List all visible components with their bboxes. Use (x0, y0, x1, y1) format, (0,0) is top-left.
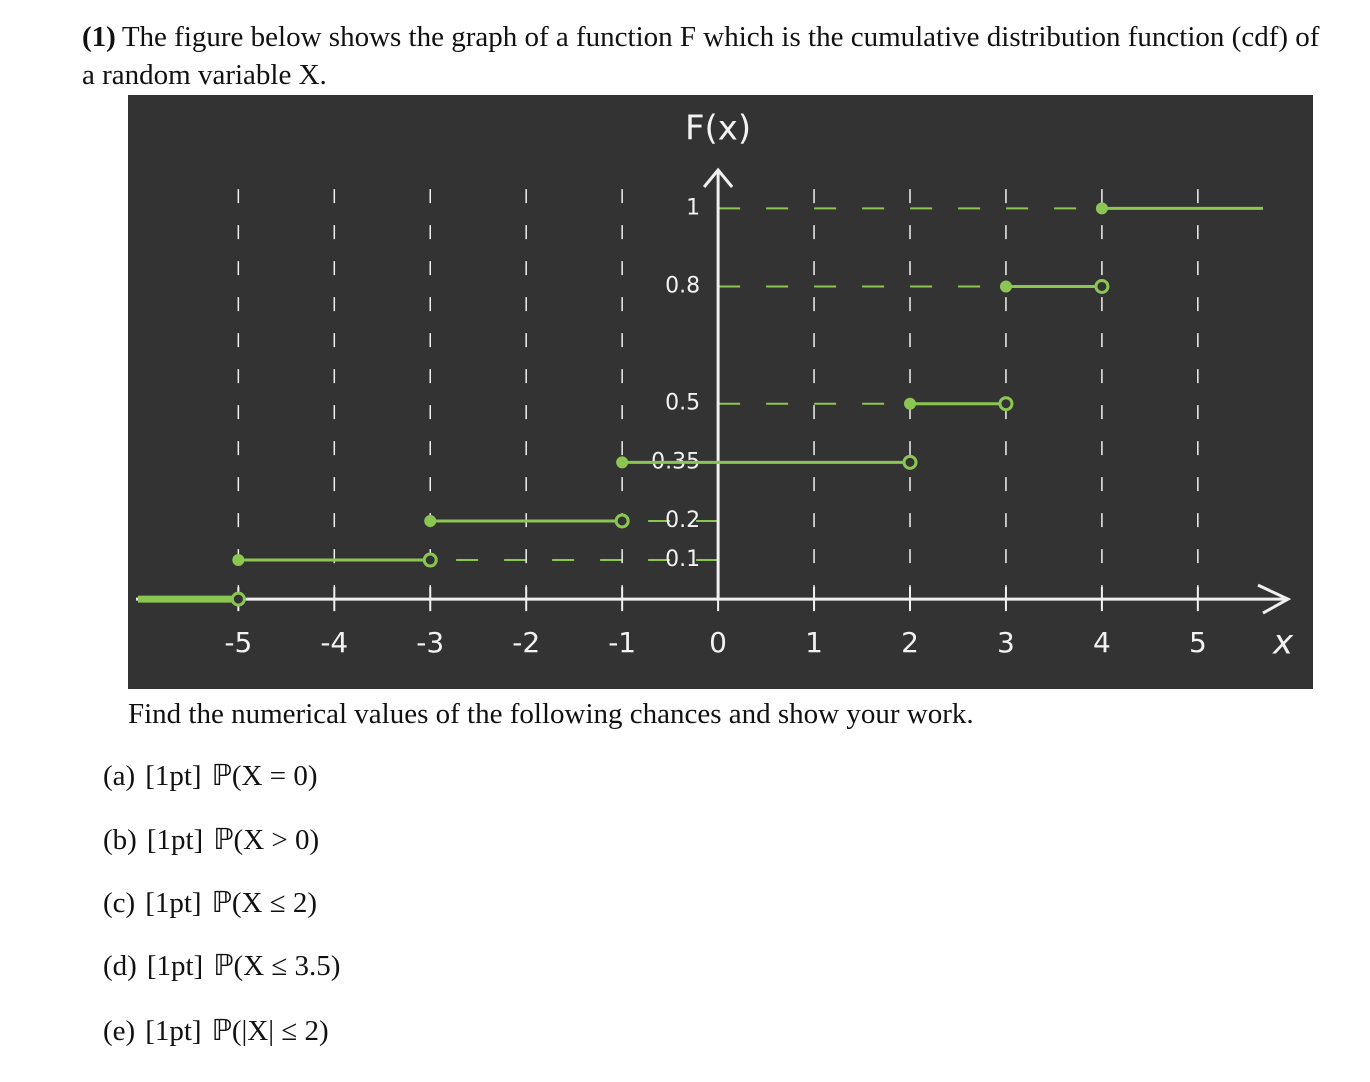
y-axis-label: F(x) (685, 109, 751, 149)
question-label: (e) (103, 1015, 136, 1047)
question-points: [1pt] (145, 760, 202, 792)
y-axis-arrow (702, 167, 734, 188)
question-label: (b) (103, 824, 137, 856)
question-expr: ℙ(|X| ≤ 2) (211, 1015, 329, 1047)
x-tick-label: 0 (709, 626, 727, 659)
question-expr: ℙ(X ≤ 3.5) (213, 950, 341, 982)
open-dot (1094, 278, 1110, 294)
x-tick-label: 1 (805, 626, 823, 659)
question-label: (c) (103, 887, 136, 919)
y-tick-label: 1 (686, 195, 700, 220)
cdf-chart: F(x)x-5 -4 -3 -2 -1 0 1 2 3 4 50.10.20.350.50.81 (128, 95, 1313, 689)
question-points: [1pt] (146, 824, 204, 856)
problem: (1) The figure below shows the graph of a… (82, 18, 1322, 94)
closed-dot (232, 554, 245, 567)
open-dot (230, 591, 246, 607)
x-axis-label: x (1272, 623, 1294, 663)
y-tick-label: 0.2 (665, 508, 700, 533)
question: (e) [1pt] ℙ(|X| ≤ 2) (103, 1013, 339, 1048)
x-tick-label: -1 (608, 626, 636, 659)
closed-dot (1095, 202, 1108, 215)
closed-dot (999, 280, 1012, 293)
question: (c) [1pt] ℙ(X ≤ 2) (103, 885, 327, 920)
chart-background (128, 95, 1313, 689)
question-label: (a) (103, 760, 136, 792)
question-expr: ℙ(X = 0) (211, 760, 318, 792)
x-tick-label: -3 (416, 626, 444, 659)
problem-text: The figure below shows the graph of a fu… (82, 21, 1320, 91)
problem-number: (1) (82, 21, 116, 53)
x-tick-label: -2 (512, 626, 540, 659)
open-dot (422, 552, 438, 568)
open-dot (614, 513, 630, 529)
question-label: (d) (103, 950, 137, 982)
x-axis-arrow (1257, 583, 1292, 615)
question-expr: ℙ(X ≤ 2) (211, 887, 318, 919)
instructions: Find the numerical values of the followi… (128, 698, 974, 730)
question: (b) [1pt] ℙ(X > 0) (103, 822, 329, 857)
open-dot (998, 396, 1014, 412)
open-dot (902, 454, 918, 470)
x-tick-label: 5 (1189, 626, 1207, 659)
x-tick-label: -5 (224, 626, 252, 659)
y-tick-label: 0.5 (665, 391, 700, 416)
closed-dot (616, 456, 629, 469)
question-points: [1pt] (146, 950, 204, 982)
question-points: [1pt] (145, 1015, 202, 1047)
question: (d) [1pt] ℙ(X ≤ 3.5) (103, 948, 350, 983)
x-tick-label: 3 (997, 626, 1015, 659)
question-expr: ℙ(X > 0) (213, 824, 320, 856)
x-tick-label: -4 (320, 626, 348, 659)
x-tick-label: 2 (901, 626, 919, 659)
y-tick-label: 0.1 (665, 547, 700, 572)
question-points: [1pt] (145, 887, 202, 919)
closed-dot (904, 397, 917, 410)
y-tick-label: 0.8 (665, 273, 700, 298)
closed-dot (424, 514, 437, 527)
question: (a) [1pt] ℙ(X = 0) (103, 758, 328, 793)
x-tick-label: 4 (1093, 626, 1111, 659)
